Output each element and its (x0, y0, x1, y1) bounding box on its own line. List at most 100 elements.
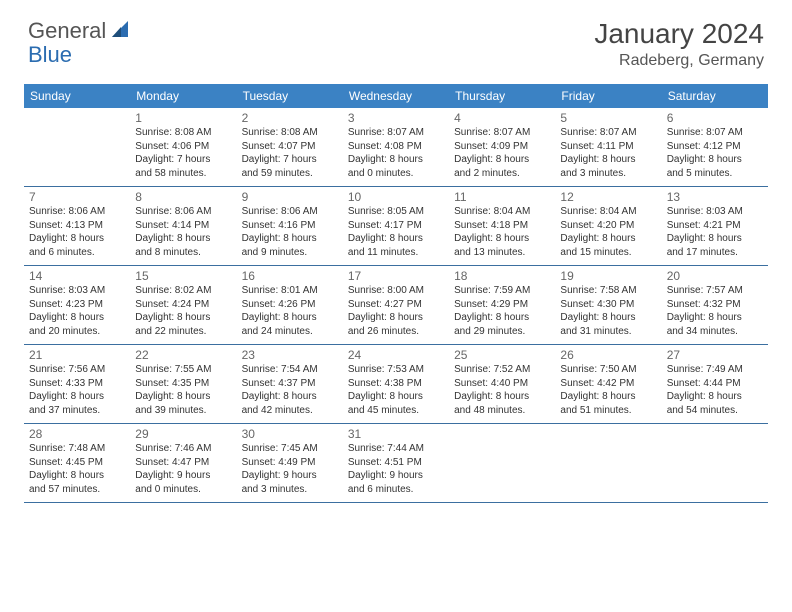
week-row: 28Sunrise: 7:48 AMSunset: 4:45 PMDayligh… (24, 424, 768, 503)
day-number: 4 (454, 111, 550, 125)
day-cell: 24Sunrise: 7:53 AMSunset: 4:38 PMDayligh… (343, 345, 449, 424)
day-number: 18 (454, 269, 550, 283)
day-cell: 21Sunrise: 7:56 AMSunset: 4:33 PMDayligh… (24, 345, 130, 424)
day-header: Wednesday (343, 84, 449, 108)
day-cell: 9Sunrise: 8:06 AMSunset: 4:16 PMDaylight… (237, 187, 343, 266)
day-details: Sunrise: 7:50 AMSunset: 4:42 PMDaylight:… (560, 363, 656, 417)
day-number: 7 (29, 190, 125, 204)
day-details: Sunrise: 8:06 AMSunset: 4:16 PMDaylight:… (242, 205, 338, 259)
day-cell: 12Sunrise: 8:04 AMSunset: 4:20 PMDayligh… (555, 187, 661, 266)
day-cell: 4Sunrise: 8:07 AMSunset: 4:09 PMDaylight… (449, 108, 555, 187)
day-details: Sunrise: 8:03 AMSunset: 4:23 PMDaylight:… (29, 284, 125, 338)
day-number: 26 (560, 348, 656, 362)
day-cell: 26Sunrise: 7:50 AMSunset: 4:42 PMDayligh… (555, 345, 661, 424)
day-details: Sunrise: 8:06 AMSunset: 4:14 PMDaylight:… (135, 205, 231, 259)
day-details: Sunrise: 8:07 AMSunset: 4:12 PMDaylight:… (667, 126, 763, 180)
month-title: January 2024 (594, 18, 764, 50)
day-cell: 22Sunrise: 7:55 AMSunset: 4:35 PMDayligh… (130, 345, 236, 424)
day-cell: 27Sunrise: 7:49 AMSunset: 4:44 PMDayligh… (662, 345, 768, 424)
day-details: Sunrise: 7:56 AMSunset: 4:33 PMDaylight:… (29, 363, 125, 417)
day-cell: 18Sunrise: 7:59 AMSunset: 4:29 PMDayligh… (449, 266, 555, 345)
week-row: 14Sunrise: 8:03 AMSunset: 4:23 PMDayligh… (24, 266, 768, 345)
day-details: Sunrise: 8:06 AMSunset: 4:13 PMDaylight:… (29, 205, 125, 259)
week-row: 7Sunrise: 8:06 AMSunset: 4:13 PMDaylight… (24, 187, 768, 266)
day-cell: 31Sunrise: 7:44 AMSunset: 4:51 PMDayligh… (343, 424, 449, 503)
day-cell: 1Sunrise: 8:08 AMSunset: 4:06 PMDaylight… (130, 108, 236, 187)
day-cell: 19Sunrise: 7:58 AMSunset: 4:30 PMDayligh… (555, 266, 661, 345)
day-details: Sunrise: 7:48 AMSunset: 4:45 PMDaylight:… (29, 442, 125, 496)
day-cell: 25Sunrise: 7:52 AMSunset: 4:40 PMDayligh… (449, 345, 555, 424)
day-number: 9 (242, 190, 338, 204)
day-cell (555, 424, 661, 503)
day-details: Sunrise: 8:00 AMSunset: 4:27 PMDaylight:… (348, 284, 444, 338)
brand-sail-icon (110, 19, 130, 44)
day-number: 10 (348, 190, 444, 204)
calendar-table: SundayMondayTuesdayWednesdayThursdayFrid… (24, 84, 768, 503)
day-header: Saturday (662, 84, 768, 108)
title-block: January 2024 Radeberg, Germany (594, 18, 764, 70)
day-cell: 14Sunrise: 8:03 AMSunset: 4:23 PMDayligh… (24, 266, 130, 345)
day-details: Sunrise: 8:02 AMSunset: 4:24 PMDaylight:… (135, 284, 231, 338)
day-cell: 8Sunrise: 8:06 AMSunset: 4:14 PMDaylight… (130, 187, 236, 266)
day-number: 2 (242, 111, 338, 125)
day-cell: 2Sunrise: 8:08 AMSunset: 4:07 PMDaylight… (237, 108, 343, 187)
day-number: 22 (135, 348, 231, 362)
day-details: Sunrise: 8:08 AMSunset: 4:06 PMDaylight:… (135, 126, 231, 180)
day-number: 29 (135, 427, 231, 441)
day-cell: 6Sunrise: 8:07 AMSunset: 4:12 PMDaylight… (662, 108, 768, 187)
day-number: 20 (667, 269, 763, 283)
day-number: 8 (135, 190, 231, 204)
location-label: Radeberg, Germany (594, 52, 764, 70)
day-details: Sunrise: 7:57 AMSunset: 4:32 PMDaylight:… (667, 284, 763, 338)
day-number: 5 (560, 111, 656, 125)
day-header: Sunday (24, 84, 130, 108)
day-details: Sunrise: 7:49 AMSunset: 4:44 PMDaylight:… (667, 363, 763, 417)
day-number: 28 (29, 427, 125, 441)
calendar-head: SundayMondayTuesdayWednesdayThursdayFrid… (24, 84, 768, 108)
day-details: Sunrise: 7:46 AMSunset: 4:47 PMDaylight:… (135, 442, 231, 496)
day-header: Friday (555, 84, 661, 108)
day-header: Monday (130, 84, 236, 108)
day-number: 30 (242, 427, 338, 441)
day-details: Sunrise: 7:52 AMSunset: 4:40 PMDaylight:… (454, 363, 550, 417)
week-row: 1Sunrise: 8:08 AMSunset: 4:06 PMDaylight… (24, 108, 768, 187)
day-cell: 20Sunrise: 7:57 AMSunset: 4:32 PMDayligh… (662, 266, 768, 345)
day-cell: 16Sunrise: 8:01 AMSunset: 4:26 PMDayligh… (237, 266, 343, 345)
day-number: 17 (348, 269, 444, 283)
brand-part2: Blue (28, 42, 72, 67)
day-details: Sunrise: 7:44 AMSunset: 4:51 PMDaylight:… (348, 442, 444, 496)
day-cell: 13Sunrise: 8:03 AMSunset: 4:21 PMDayligh… (662, 187, 768, 266)
day-cell: 17Sunrise: 8:00 AMSunset: 4:27 PMDayligh… (343, 266, 449, 345)
day-number: 11 (454, 190, 550, 204)
day-header: Thursday (449, 84, 555, 108)
day-cell (662, 424, 768, 503)
day-number: 14 (29, 269, 125, 283)
day-details: Sunrise: 7:54 AMSunset: 4:37 PMDaylight:… (242, 363, 338, 417)
day-details: Sunrise: 8:05 AMSunset: 4:17 PMDaylight:… (348, 205, 444, 259)
day-cell (24, 108, 130, 187)
day-number: 27 (667, 348, 763, 362)
day-header-row: SundayMondayTuesdayWednesdayThursdayFrid… (24, 84, 768, 108)
day-cell (449, 424, 555, 503)
day-details: Sunrise: 8:08 AMSunset: 4:07 PMDaylight:… (242, 126, 338, 180)
day-number: 15 (135, 269, 231, 283)
day-details: Sunrise: 8:04 AMSunset: 4:18 PMDaylight:… (454, 205, 550, 259)
day-number: 21 (29, 348, 125, 362)
day-cell: 3Sunrise: 8:07 AMSunset: 4:08 PMDaylight… (343, 108, 449, 187)
day-details: Sunrise: 7:55 AMSunset: 4:35 PMDaylight:… (135, 363, 231, 417)
day-details: Sunrise: 8:03 AMSunset: 4:21 PMDaylight:… (667, 205, 763, 259)
day-cell: 11Sunrise: 8:04 AMSunset: 4:18 PMDayligh… (449, 187, 555, 266)
day-details: Sunrise: 7:59 AMSunset: 4:29 PMDaylight:… (454, 284, 550, 338)
day-cell: 10Sunrise: 8:05 AMSunset: 4:17 PMDayligh… (343, 187, 449, 266)
day-cell: 29Sunrise: 7:46 AMSunset: 4:47 PMDayligh… (130, 424, 236, 503)
day-details: Sunrise: 7:45 AMSunset: 4:49 PMDaylight:… (242, 442, 338, 496)
day-number: 3 (348, 111, 444, 125)
day-number: 13 (667, 190, 763, 204)
day-details: Sunrise: 8:07 AMSunset: 4:11 PMDaylight:… (560, 126, 656, 180)
day-number: 12 (560, 190, 656, 204)
day-details: Sunrise: 7:58 AMSunset: 4:30 PMDaylight:… (560, 284, 656, 338)
day-number: 6 (667, 111, 763, 125)
day-details: Sunrise: 8:04 AMSunset: 4:20 PMDaylight:… (560, 205, 656, 259)
brand-part2-wrap: Blue (28, 42, 72, 68)
day-header: Tuesday (237, 84, 343, 108)
